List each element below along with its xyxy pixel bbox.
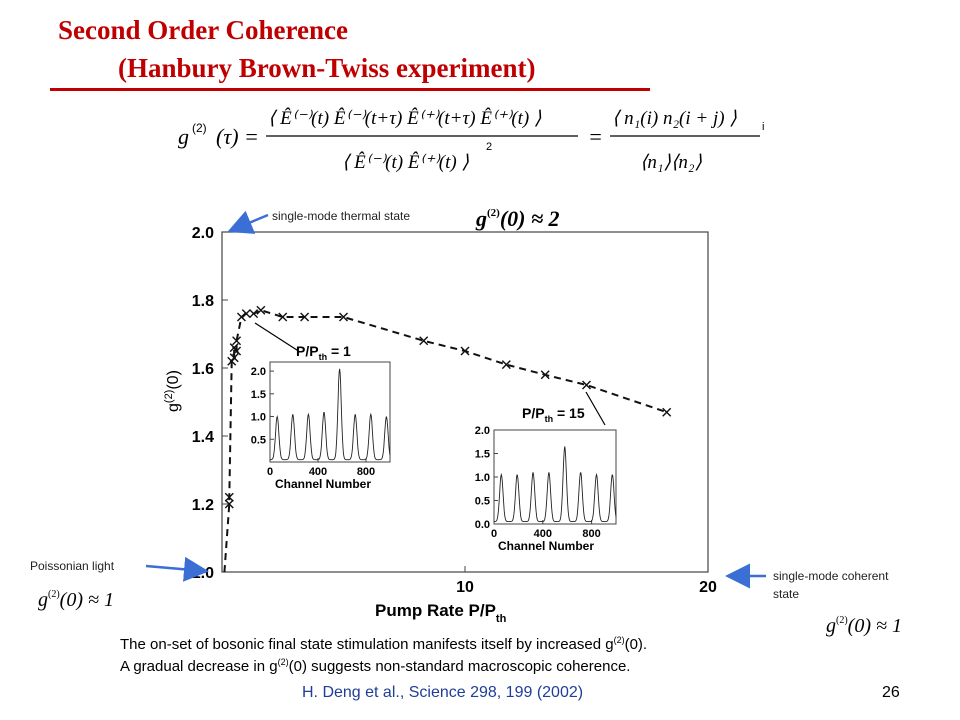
formula-rhs-subscript: i: [762, 121, 764, 133]
caption-line1: The on-set of bosonic final state stimul…: [120, 635, 648, 653]
inset1-pointer: [254, 322, 301, 353]
inset2-x-axis-ticks: 0 400 800: [491, 520, 601, 540]
inset1-y-axis-ticks: 0.5 1.0 1.5 2.0: [251, 366, 274, 446]
inset2-x-label: Channel Number: [498, 539, 594, 553]
inset1-x-tick-label: 800: [357, 466, 375, 478]
data-point: [232, 346, 242, 356]
data-point: [339, 312, 348, 322]
main-y-tick-label: 1.0: [192, 565, 214, 582]
main-y-tick-label: 1.8: [192, 293, 214, 310]
reference-citation: H. Deng et al., Science 298, 199 (2002): [302, 684, 584, 701]
poissonian-label: Poissonian light: [30, 559, 115, 573]
main-x-tick-label: 20: [699, 579, 717, 596]
data-point: [241, 309, 251, 319]
formula-rhs-denominator: ⟨n₁⟩⟨n₂⟩: [640, 152, 702, 173]
data-point: [236, 312, 246, 322]
data-point: [229, 353, 239, 363]
inset1-x-tick-label: 400: [309, 466, 327, 478]
inset2-y-tick-label: 1.0: [475, 472, 490, 484]
slide-title-line1: Second Order Coherence: [58, 15, 348, 45]
inset1-x-axis-ticks: 0 400 800: [267, 458, 375, 478]
data-point: [256, 305, 266, 315]
formula-lhs: g: [178, 124, 189, 149]
thermal-state-label: single-mode thermal state: [272, 209, 410, 223]
inset2-title: P/Pth = 15: [522, 405, 585, 424]
g2-formula: g (2) (τ) = ⟨ Ê⁽⁻⁾(t) Ê⁽⁻⁾(t+τ) Ê⁽⁺⁾(t+τ…: [178, 107, 764, 173]
main-data-series: [223, 305, 672, 573]
data-point: [224, 499, 234, 509]
inset2-y-axis-ticks: 0.0 0.5 1.0 1.5 2.0: [475, 425, 498, 531]
poissonian-arrow: [145, 556, 209, 582]
inset1-y-tick-label: 1.0: [251, 412, 266, 424]
inset2-y-tick-label: 1.5: [475, 449, 490, 461]
inset2-pointer: [585, 391, 606, 426]
caption-line2: A gradual decrease in g(2)(0) suggests n…: [120, 657, 631, 675]
formula-rhs-numerator: ⟨ n₁(i) n₂(i + j) ⟩: [612, 108, 737, 129]
data-point: [582, 380, 591, 390]
inset2-y-tick-label: 0.0: [475, 519, 490, 531]
data-point: [662, 407, 672, 417]
data-point: [249, 309, 259, 319]
inset1-x-label: Channel Number: [275, 477, 371, 491]
inset2-y-tick-label: 2.0: [475, 425, 490, 437]
formula-equals: =: [588, 124, 603, 149]
main-x-tick-label: 10: [456, 579, 474, 596]
inset2-y-tick-label: 0.5: [475, 496, 490, 508]
page-number: 26: [882, 684, 900, 701]
inset1-title: P/Pth = 1: [296, 343, 351, 362]
data-point: [419, 336, 429, 346]
main-x-axis-ticks: 10 20: [456, 566, 717, 596]
inset1-y-tick-label: 1.5: [251, 389, 266, 401]
inset-plot-p1: P/Pth = 1 0.5 1.0 1.5 2.0 0 400 800 Channel N…: [251, 322, 391, 491]
formula-lhs-arg: (τ) =: [216, 124, 259, 149]
main-x-axis-label: Pump Rate P/Pth: [375, 601, 507, 625]
coherent-formula: g(2)(0) ≈ 1: [826, 615, 902, 637]
inset1-y-tick-label: 2.0: [251, 366, 266, 378]
formula-numerator: ⟨ Ê⁽⁻⁾(t) Ê⁽⁻⁾(t+τ) Ê⁽⁺⁾(t+τ) Ê⁽⁺⁾(t) ⟩: [268, 107, 542, 129]
data-point: [224, 492, 234, 502]
inset1-trace: [270, 368, 391, 461]
coherent-label-line2: state: [773, 587, 799, 601]
inset2-x-tick-label: 800: [582, 528, 600, 540]
thermal-formula: g(2)(0) ≈ 2: [475, 206, 560, 231]
slide-title-line2: (Hanbury Brown-Twiss experiment): [118, 53, 536, 83]
inset1-y-tick-label: 0.5: [251, 434, 266, 446]
thermal-arrow: [227, 210, 269, 234]
main-y-tick-label: 1.2: [192, 497, 214, 514]
main-y-tick-label: 2.0: [192, 225, 214, 242]
data-point: [278, 312, 288, 322]
title-underline: [50, 88, 650, 91]
inset2-x-tick-label: 400: [534, 528, 552, 540]
inset2-trace: [494, 446, 617, 523]
data-point: [460, 346, 470, 356]
poissonian-formula: g(2)(0) ≈ 1: [38, 589, 114, 611]
main-y-tick-label: 1.4: [192, 429, 214, 446]
main-y-tick-label: 1.6: [192, 361, 214, 378]
inset-plot-p15: P/Pth = 15 0.0 0.5 1.0 1.5 2.0 0 400 800 Chann…: [475, 391, 617, 553]
formula-denominator: ⟨ Ê⁽⁻⁾(t) Ê⁽⁺⁾(t) ⟩: [342, 151, 469, 173]
data-point: [232, 336, 242, 346]
data-point: [540, 370, 550, 380]
main-y-axis-label: g(2)(0): [163, 370, 182, 412]
formula-lhs-sup: (2): [192, 121, 207, 135]
formula-denominator-power: 2: [486, 141, 492, 153]
inset2-frame: [493, 429, 617, 525]
coherent-label-line1: single-mode coherent: [773, 569, 889, 583]
inset1-frame: [269, 361, 391, 463]
inset1-x-tick-label: 0: [267, 466, 273, 478]
data-point: [300, 312, 310, 322]
inset2-x-tick-label: 0: [491, 528, 497, 540]
data-point: [501, 360, 511, 370]
